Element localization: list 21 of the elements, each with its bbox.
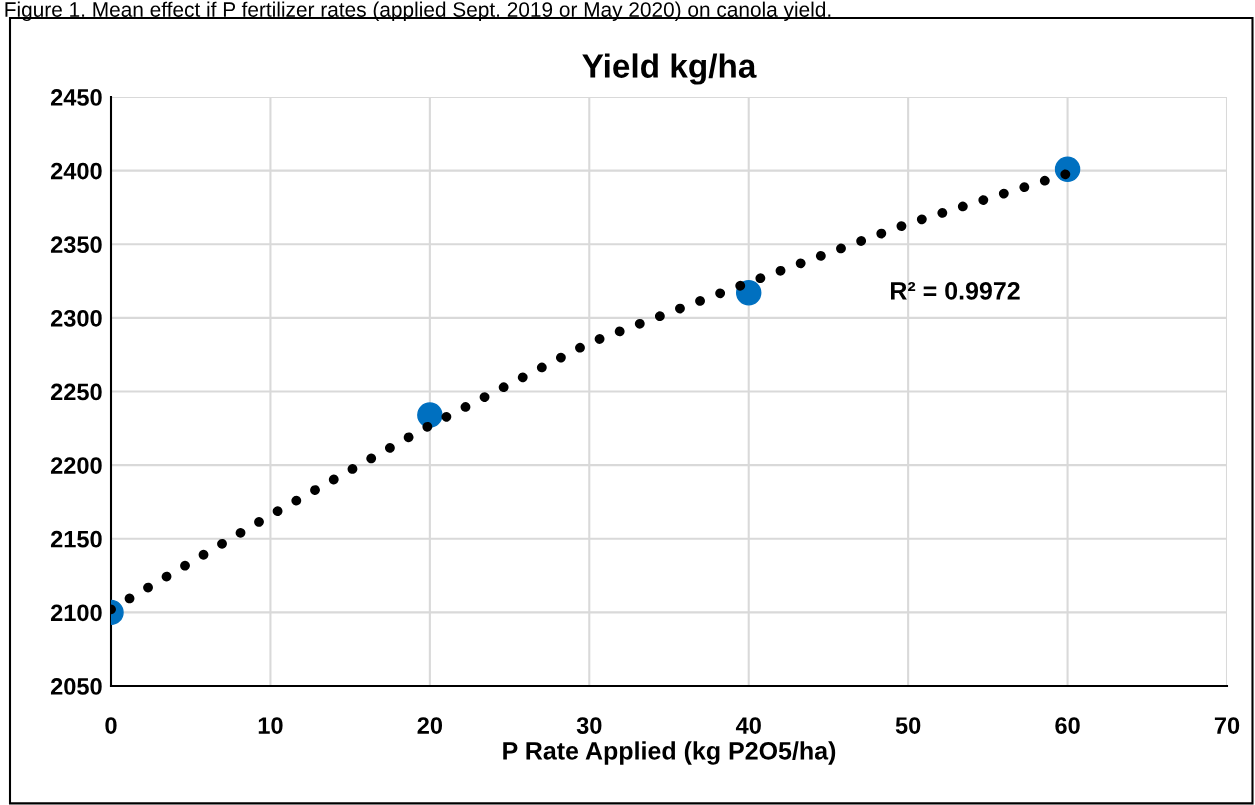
annotation: R² = 0.9972 bbox=[891, 282, 1020, 300]
y-tick-label: 2350 bbox=[50, 236, 102, 254]
y-tick-label: 2250 bbox=[50, 383, 102, 401]
y-tick-label: 2400 bbox=[50, 162, 102, 180]
y-tick-label: 2450 bbox=[50, 89, 102, 106]
y-tick-label: 2150 bbox=[50, 530, 102, 548]
x-tick-label: 40 bbox=[735, 717, 761, 734]
caption: Figure 1. Mean effect if P fertilizer rates (applied Sept. 2019 or May 2020) on canola yield. bbox=[5, 1, 831, 22]
y-tick-label: 2200 bbox=[50, 457, 102, 474]
y-tick-label: 2100 bbox=[50, 604, 102, 622]
x-tick-label: 20 bbox=[417, 717, 443, 734]
x-tick-label: 0 bbox=[105, 717, 117, 734]
x-tick-label: 70 bbox=[1214, 717, 1240, 734]
y-tick-label: 2050 bbox=[50, 678, 102, 695]
y-tick-label: 2300 bbox=[50, 309, 102, 327]
x-axis-title: P Rate Applied (kg P2O5/ha) bbox=[503, 741, 836, 765]
chart-title: Yield kg/ha bbox=[582, 53, 757, 85]
x-tick-label: 10 bbox=[258, 717, 283, 734]
x-tick-label: 60 bbox=[1055, 717, 1080, 734]
x-tick-label: 30 bbox=[576, 717, 602, 734]
x-tick-label: 50 bbox=[895, 717, 921, 734]
